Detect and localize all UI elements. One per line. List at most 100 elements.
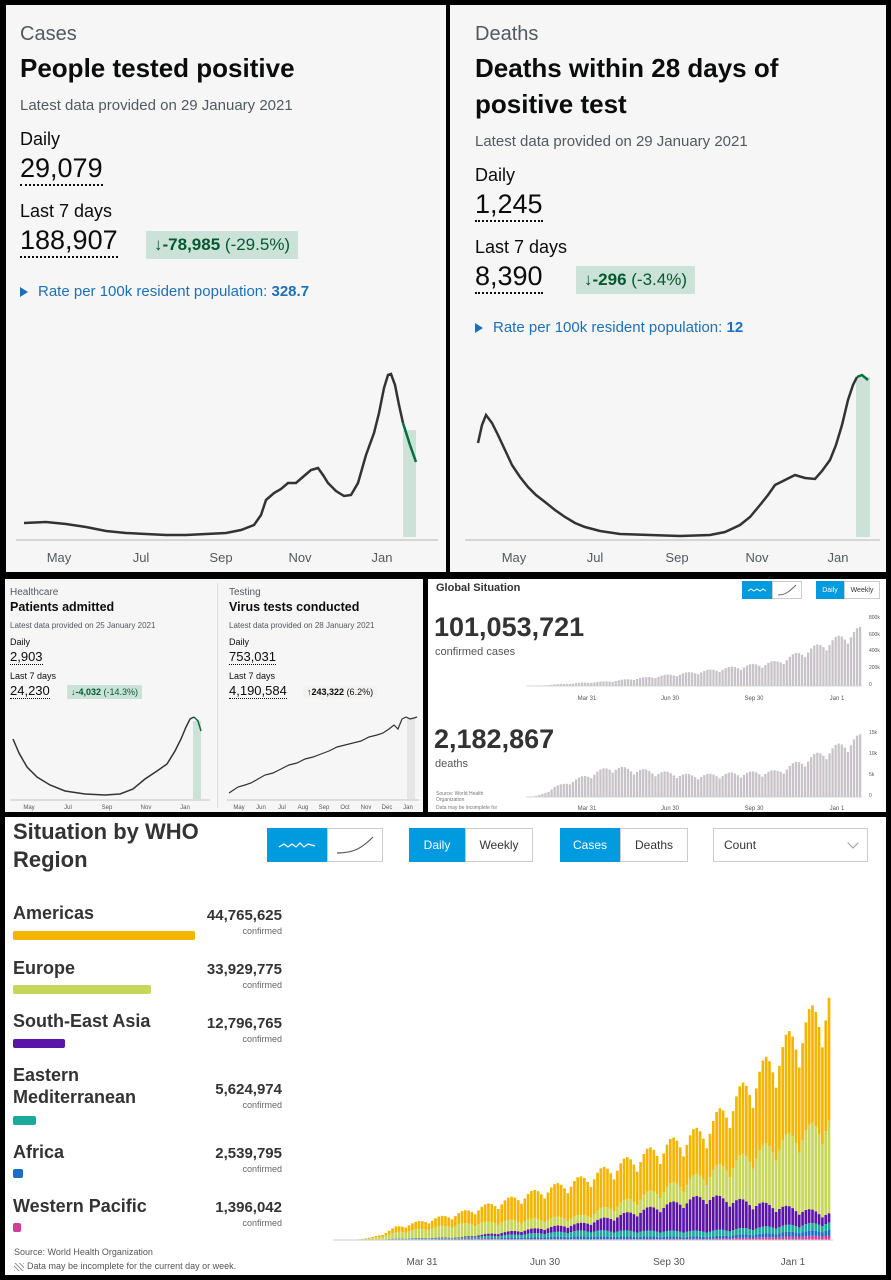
who-bar-segment xyxy=(543,1237,546,1240)
global-cases-bar xyxy=(690,672,694,686)
who-bar-segment xyxy=(748,1161,751,1206)
who-bar-segment xyxy=(556,1231,560,1237)
who-bar-segment xyxy=(728,1128,732,1178)
testing-x-tick: May xyxy=(233,805,244,811)
who-bar-segment xyxy=(543,1222,546,1230)
global-weekly-button[interactable]: Weekly xyxy=(844,581,880,599)
who-bar-segment xyxy=(417,1228,421,1239)
global-cases-bar xyxy=(770,661,773,686)
who-bar-segment xyxy=(642,1209,646,1231)
who-bar-segment xyxy=(821,1144,824,1218)
line-chart-toggle[interactable] xyxy=(742,581,772,599)
who-bar-segment xyxy=(606,1168,609,1208)
global-deaths-label: deaths xyxy=(435,758,469,770)
who-bar-segment xyxy=(718,1164,722,1196)
curve-chart-toggle[interactable] xyxy=(772,581,802,599)
who-bar-segment xyxy=(761,1060,765,1145)
who-bar-segment xyxy=(675,1202,679,1231)
curve-chart-toggle[interactable] xyxy=(327,828,383,862)
who-stacked-chart: Mar 31 Jun 30 Sep 30 Jan 1 xyxy=(333,997,833,1268)
global-deaths-bar xyxy=(657,773,660,797)
who-bar-segment xyxy=(771,1072,775,1153)
cases-recent-highlight xyxy=(403,430,416,537)
who-bar-segment xyxy=(612,1179,616,1212)
who-bar-segment xyxy=(745,1156,748,1202)
who-cases-button[interactable]: Cases xyxy=(560,828,620,862)
who-weekly-button[interactable]: Weekly xyxy=(465,828,533,862)
global-note: Data may be incomplete for xyxy=(436,805,498,811)
who-bar-segment xyxy=(424,1238,427,1240)
who-bar-segment xyxy=(397,1231,401,1239)
who-bar-segment xyxy=(520,1203,523,1224)
who-bar-segment xyxy=(672,1137,675,1183)
global-cases-label: confirmed cases xyxy=(435,646,516,658)
who-bar-segment xyxy=(652,1230,656,1237)
testing-change-pct: (6.2%) xyxy=(346,687,374,697)
global-deaths-bar xyxy=(568,784,572,797)
wave-line-icon xyxy=(747,588,767,592)
healthcare-x-tick: Nov xyxy=(141,805,152,811)
who-metric-select[interactable]: Count xyxy=(713,828,868,862)
who-bar-segment xyxy=(827,1213,831,1223)
global-cases-bar xyxy=(669,674,672,686)
who-bar-segment xyxy=(705,1185,708,1204)
global-deaths-bar xyxy=(602,768,605,797)
global-deaths-bar xyxy=(843,747,846,797)
who-bar-segment xyxy=(778,1237,781,1240)
who-bar-segment xyxy=(635,1216,639,1233)
who-bar-segment xyxy=(801,1140,804,1212)
who-bar-segment xyxy=(473,1226,477,1237)
who-bar-segment xyxy=(559,1231,563,1237)
who-bar-segment xyxy=(583,1236,586,1240)
who-bar-segment xyxy=(774,1234,778,1238)
global-deaths-bar xyxy=(632,774,636,797)
global-cases-bar xyxy=(559,683,562,686)
who-bar-segment xyxy=(404,1232,408,1239)
cases-rate-link[interactable]: Rate per 100k resident population: 328.7 xyxy=(20,283,309,300)
global-cases-bar xyxy=(840,636,843,686)
who-bar-segment xyxy=(470,1212,474,1225)
who-bar-segment xyxy=(758,1071,761,1151)
global-deaths-bar xyxy=(645,769,648,797)
who-bar-segment xyxy=(735,1238,738,1240)
who-bar-segment xyxy=(817,1214,821,1225)
global-daily-button[interactable]: Daily xyxy=(816,581,844,599)
global-cases-bar xyxy=(684,672,688,686)
global-deaths-bar xyxy=(748,771,752,797)
who-bar-segment xyxy=(377,1235,381,1238)
who-bar-segment xyxy=(655,1236,659,1240)
who-bar-segment xyxy=(715,1165,718,1196)
who-bar-segment xyxy=(576,1177,580,1216)
global-cases-bar xyxy=(553,684,556,686)
global-cases-bar xyxy=(816,644,819,686)
who-bar-segment xyxy=(599,1168,603,1209)
deaths-rate-link[interactable]: Rate per 100k resident population: 12 xyxy=(475,319,743,336)
deaths-rate-value: 12 xyxy=(726,319,744,336)
who-bar-segment xyxy=(758,1150,761,1204)
who-bar-segment xyxy=(721,1229,725,1236)
who-bar-segment xyxy=(811,1122,814,1210)
line-chart-toggle[interactable] xyxy=(267,828,327,862)
who-bar-segment xyxy=(781,1140,785,1207)
who-bar-segment xyxy=(692,1236,695,1239)
global-deaths-bar xyxy=(620,766,623,797)
who-bar-segment xyxy=(629,1236,632,1240)
who-bar-segment xyxy=(751,1107,755,1169)
who-bar-segment xyxy=(794,1211,798,1227)
who-bar-segment xyxy=(602,1166,606,1208)
who-bar-segment xyxy=(411,1223,414,1231)
who-bar-segment xyxy=(563,1236,566,1240)
who-bar-segment xyxy=(483,1235,487,1239)
global-cases-bar xyxy=(700,672,703,686)
global-deaths-bar xyxy=(761,776,764,797)
who-deaths-button[interactable]: Deaths xyxy=(620,828,688,862)
global-cases-bar xyxy=(813,645,816,686)
who-bar-segment xyxy=(401,1238,404,1240)
global-cases-bar xyxy=(724,668,727,686)
who-bar-segment xyxy=(516,1200,520,1222)
who-bar-segment xyxy=(513,1197,517,1221)
global-cases-bar xyxy=(852,631,856,686)
who-bar-segment xyxy=(672,1201,675,1231)
who-daily-button[interactable]: Daily xyxy=(409,828,465,862)
who-bar-segment xyxy=(801,1211,804,1226)
